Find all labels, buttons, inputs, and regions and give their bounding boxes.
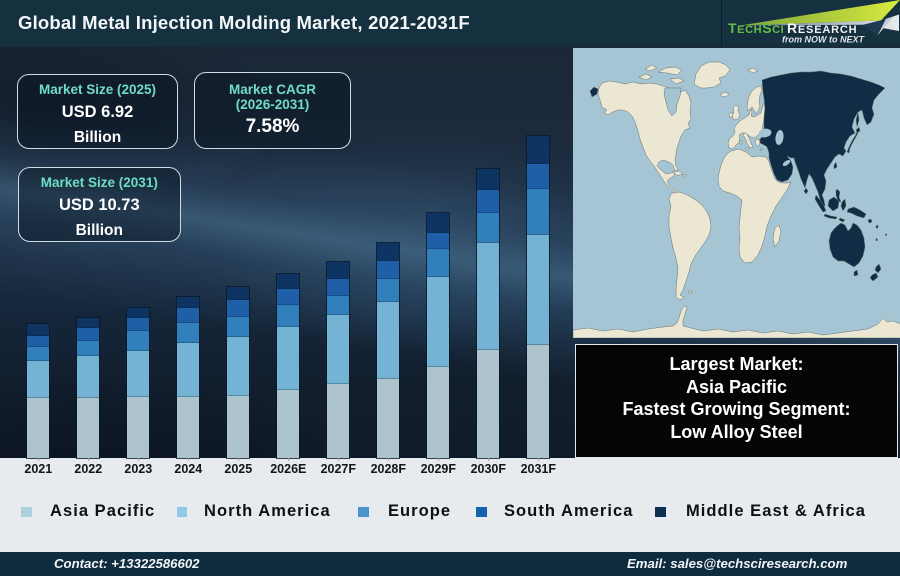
- svg-text:from NOW to NEXT: from NOW to NEXT: [782, 35, 865, 45]
- svg-text:TECHSCI: TECHSCI: [728, 20, 784, 36]
- svg-text:RESEARCH: RESEARCH: [787, 20, 857, 36]
